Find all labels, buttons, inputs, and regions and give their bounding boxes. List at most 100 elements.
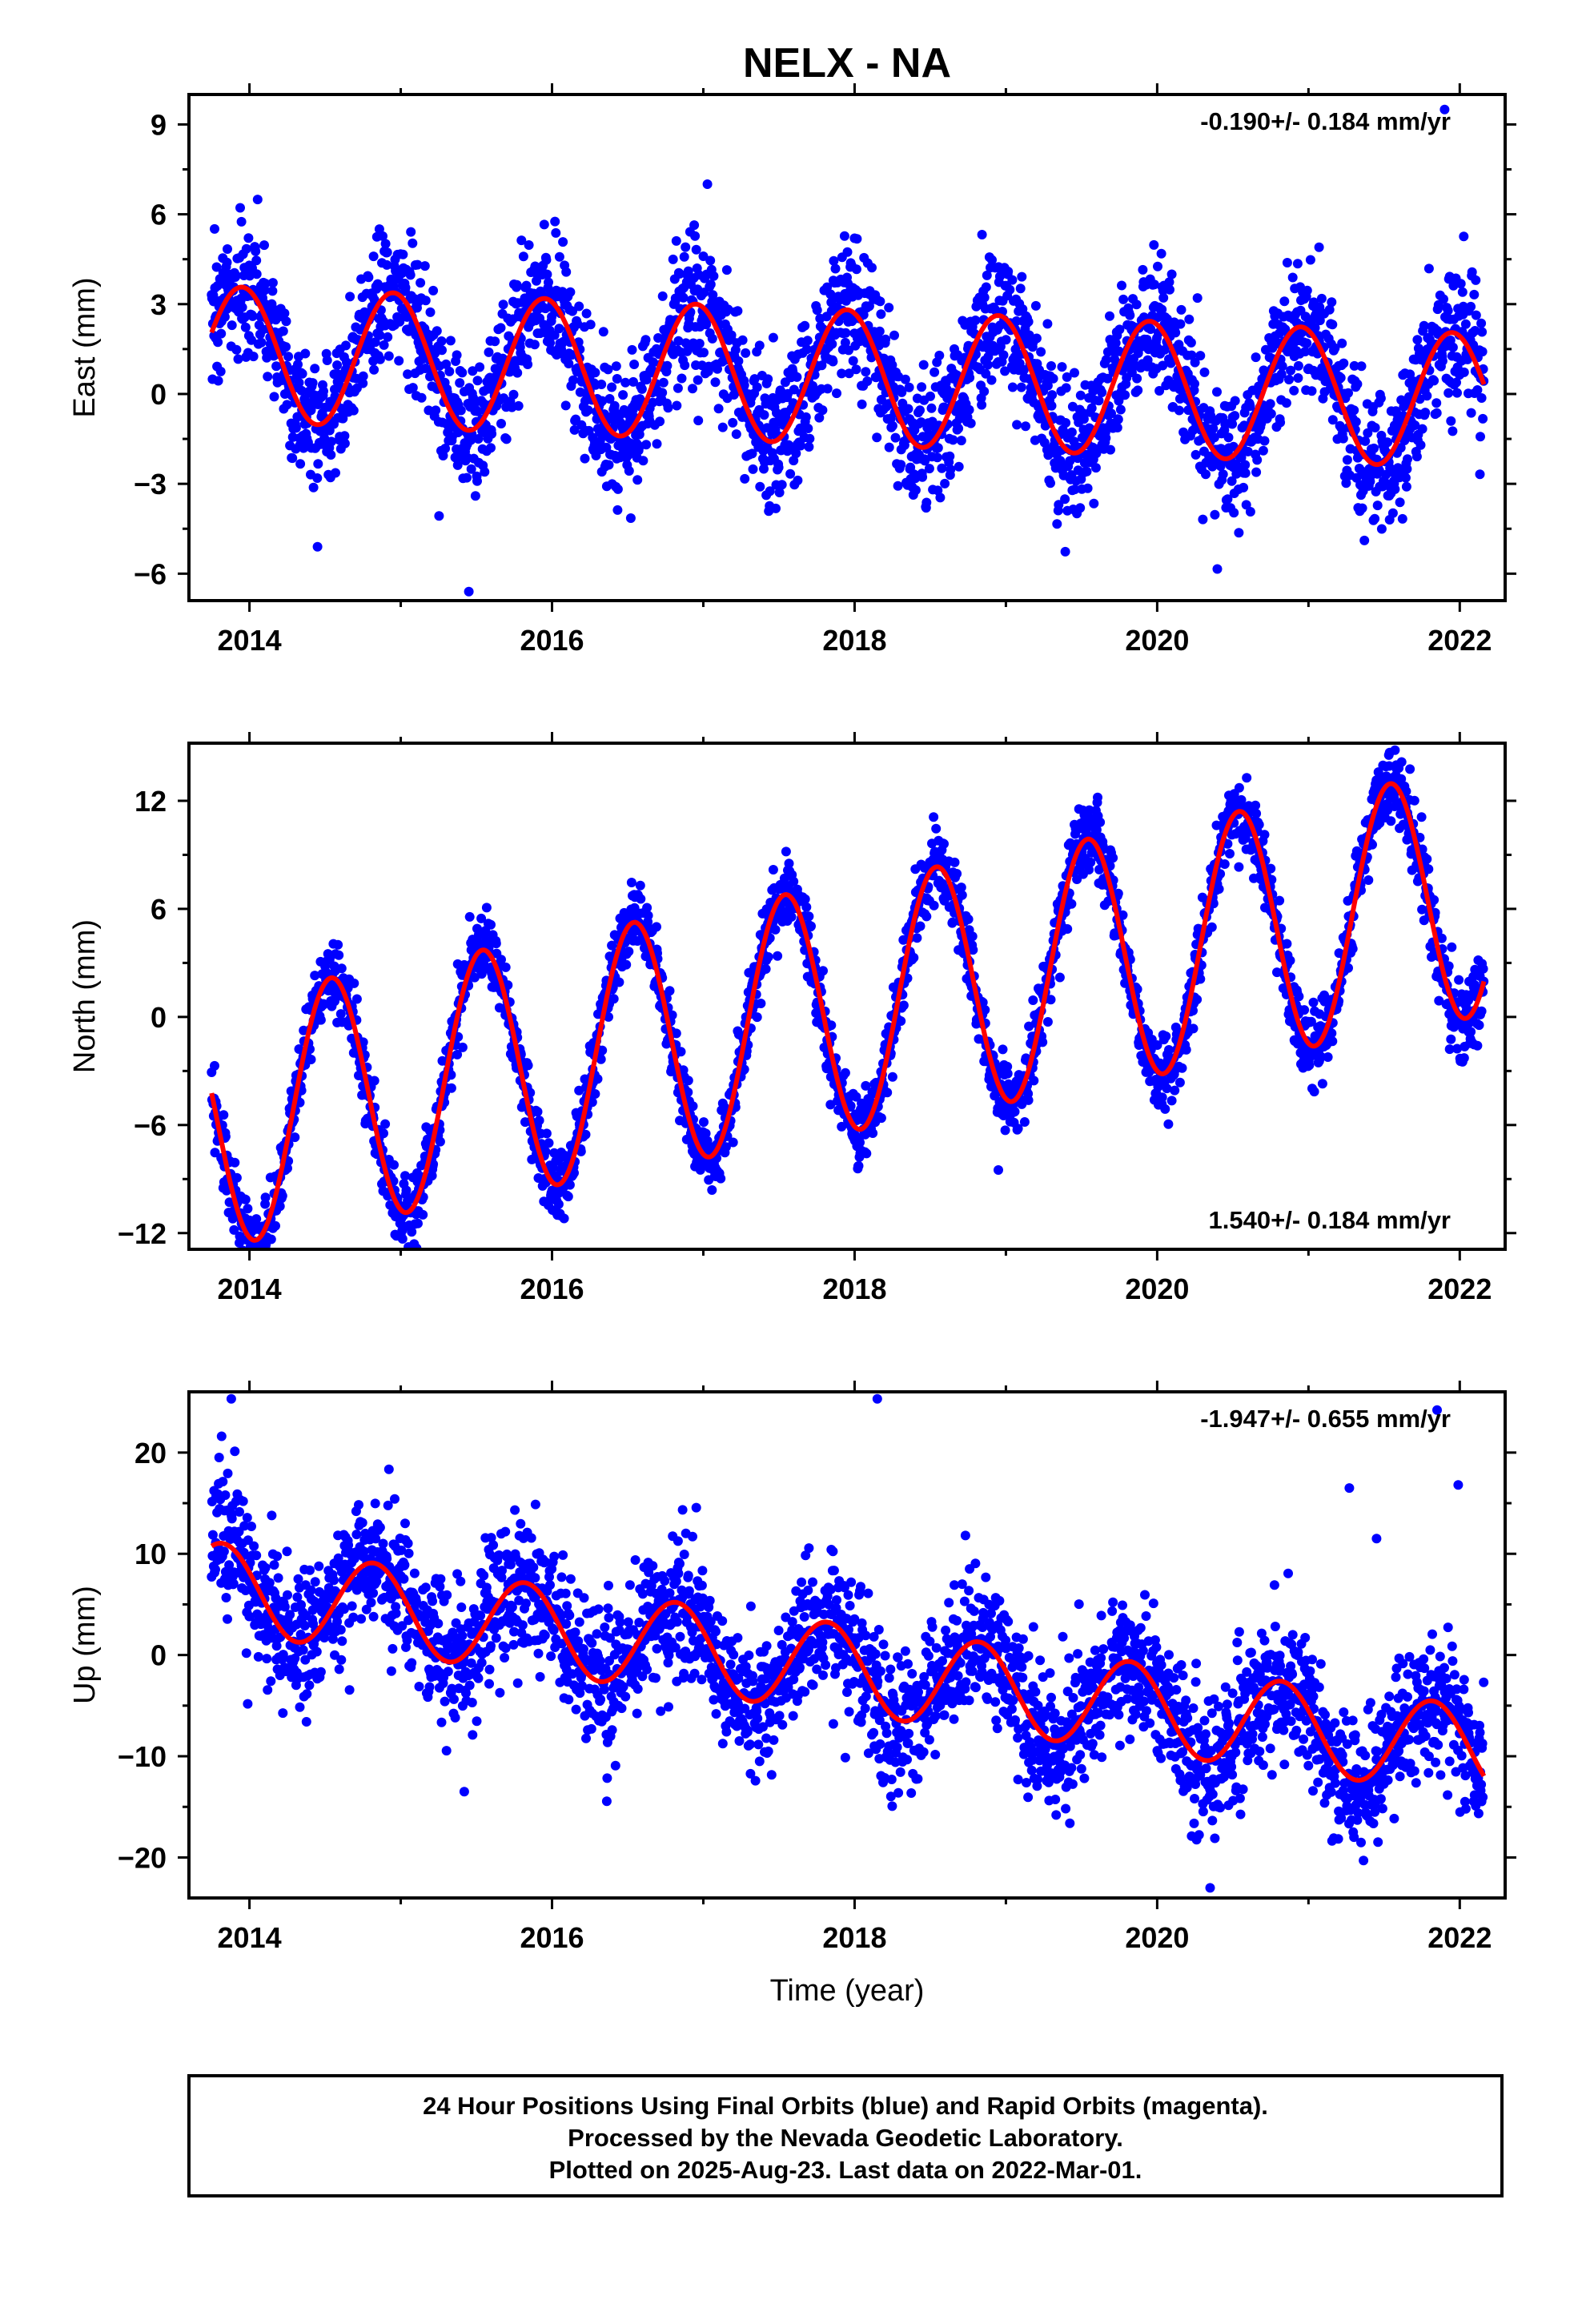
- data-point: [683, 1076, 693, 1086]
- data-point: [915, 405, 925, 416]
- data-point: [1106, 444, 1115, 455]
- data-point: [1383, 437, 1393, 448]
- data-point: [1402, 464, 1412, 474]
- data-point: [1086, 857, 1096, 867]
- data-point: [986, 375, 997, 385]
- data-point: [921, 911, 932, 922]
- data-point: [679, 251, 689, 262]
- data-point: [1060, 546, 1070, 557]
- data-point: [1106, 408, 1116, 419]
- data-point: [864, 301, 874, 312]
- data-point: [1423, 263, 1434, 274]
- data-point: [501, 434, 512, 444]
- data-point: [1118, 294, 1129, 304]
- data-point: [1476, 393, 1487, 403]
- data-point: [699, 348, 709, 358]
- data-point: [523, 1060, 533, 1071]
- data-point: [484, 347, 494, 357]
- data-point: [1330, 343, 1340, 353]
- data-point: [926, 403, 937, 413]
- data-point: [1175, 319, 1186, 329]
- data-point: [1405, 369, 1415, 380]
- data-point: [940, 478, 950, 489]
- data-point: [597, 1045, 608, 1055]
- data-point: [1007, 275, 1018, 285]
- data-point: [585, 320, 596, 330]
- x-tick-label: 2016: [520, 624, 584, 657]
- data-point: [817, 405, 828, 416]
- data-point: [544, 1138, 554, 1148]
- data-point: [1157, 304, 1167, 315]
- data-point: [452, 1049, 463, 1059]
- data-point: [403, 369, 413, 380]
- data-point: [1452, 388, 1462, 398]
- data-point: [561, 267, 572, 277]
- data-point: [1015, 283, 1026, 294]
- data-point: [236, 216, 247, 227]
- data-point: [1149, 279, 1159, 290]
- data-point: [233, 354, 243, 364]
- data-point: [564, 359, 574, 368]
- data-point: [641, 375, 652, 385]
- data-point: [480, 467, 490, 477]
- data-point: [252, 195, 263, 205]
- data-point: [710, 377, 721, 388]
- data-point: [1017, 271, 1027, 282]
- data-point: [1105, 311, 1114, 321]
- data-point: [657, 388, 668, 398]
- data-point: [934, 350, 945, 360]
- data-point: [452, 350, 462, 360]
- data-point: [916, 417, 926, 428]
- data-point: [612, 484, 623, 494]
- data-point: [1031, 333, 1042, 344]
- data-point: [1460, 319, 1471, 329]
- data-point: [968, 945, 978, 955]
- data-point: [765, 486, 775, 497]
- data-point: [271, 361, 282, 372]
- data-point: [498, 300, 508, 310]
- data-point: [680, 360, 690, 371]
- data-point: [496, 419, 506, 428]
- data-point: [281, 316, 291, 327]
- data-point: [464, 911, 475, 922]
- data-point: [1133, 385, 1143, 396]
- data-point: [322, 356, 332, 365]
- data-point: [1289, 385, 1299, 396]
- data-point: [231, 271, 241, 281]
- data-point: [793, 475, 803, 485]
- data-point: [1039, 437, 1050, 448]
- data-point: [271, 1220, 280, 1231]
- data-point: [240, 1194, 251, 1204]
- data-point: [979, 292, 990, 303]
- data-point: [705, 279, 716, 290]
- data-point: [733, 356, 744, 366]
- data-point: [518, 251, 528, 262]
- data-point: [785, 468, 796, 479]
- data-point: [939, 838, 949, 849]
- data-point: [513, 400, 524, 411]
- data-point: [612, 374, 622, 384]
- data-point: [412, 259, 423, 270]
- data-point: [1376, 524, 1387, 534]
- data-point: [842, 247, 853, 257]
- data-point: [701, 320, 712, 330]
- data-point: [965, 372, 975, 383]
- data-point: [1042, 380, 1053, 391]
- data-point: [476, 913, 487, 923]
- data-point: [1142, 355, 1153, 365]
- data-point: [603, 364, 613, 375]
- data-point: [368, 251, 379, 262]
- data-point: [624, 947, 634, 957]
- data-point: [786, 911, 797, 922]
- data-point: [1243, 446, 1253, 456]
- data-point: [227, 320, 237, 331]
- data-point: [611, 361, 621, 372]
- data-point: [981, 368, 991, 379]
- data-point: [472, 376, 483, 386]
- data-point: [1117, 280, 1126, 291]
- data-point: [1437, 356, 1447, 366]
- data-point: [1011, 316, 1022, 326]
- data-point: [339, 438, 350, 448]
- data-point: [312, 473, 323, 483]
- data-point: [801, 412, 811, 422]
